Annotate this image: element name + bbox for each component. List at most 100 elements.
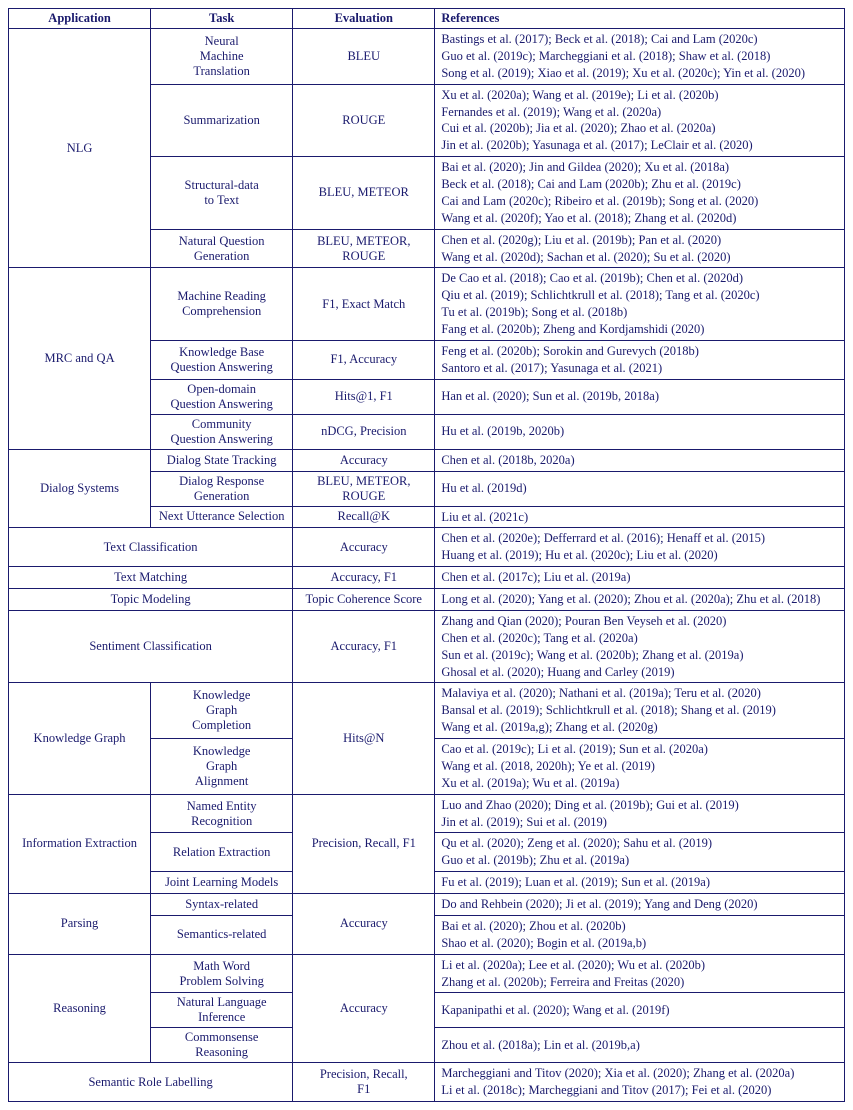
table-header-row: Application Task Evaluation References [9,9,845,29]
table-row: Semantic Role LabellingPrecision, Recall… [9,1063,845,1102]
reference-line: Guo et al. (2019b); Zhu et al. (2019a) [441,852,838,869]
references-cell: Bai et al. (2020); Jin and Gildea (2020)… [435,157,845,230]
task-cell: CommunityQuestion Answering [151,414,293,449]
col-task: Task [151,9,293,29]
evaluation-cell: Accuracy [293,449,435,471]
reference-line: Huang et al. (2019); Hu et al. (2020c); … [441,547,838,564]
table-row: Information ExtractionNamed EntityRecogn… [9,794,845,833]
reference-line: Zhou et al. (2018a); Lin et al. (2019b,a… [441,1037,838,1054]
application-cell: Text Matching [9,567,293,589]
references-cell: Qu et al. (2020); Zeng et al. (2020); Sa… [435,833,845,872]
reference-line: Fang et al. (2020b); Zheng and Kordjamsh… [441,321,838,338]
reference-line: Beck et al. (2018); Cai and Lam (2020b);… [441,176,838,193]
task-cell: Structural-datato Text [151,157,293,230]
evaluation-cell: Accuracy [293,954,435,1063]
reference-line: Jin et al. (2019); Sui et al. (2019) [441,814,838,831]
reference-line: Jin et al. (2020b); Yasunaga et al. (201… [441,137,838,154]
references-cell: Hu et al. (2019b, 2020b) [435,414,845,449]
references-cell: Chen et al. (2018b, 2020a) [435,449,845,471]
reference-line: Ghosal et al. (2020); Huang and Carley (… [441,664,838,681]
references-cell: Hu et al. (2019d) [435,471,845,506]
reference-line: Marcheggiani and Titov (2020); Xia et al… [441,1065,838,1082]
task-cell: KnowledgeGraphAlignment [151,739,293,795]
task-cell: Joint Learning Models [151,872,293,894]
reference-line: Hu et al. (2019b, 2020b) [441,423,838,440]
application-cell: MRC and QA [9,268,151,449]
col-application: Application [9,9,151,29]
references-cell: Bastings et al. (2017); Beck et al. (201… [435,29,845,85]
reference-line: Zhang and Qian (2020); Pouran Ben Veyseh… [441,613,838,630]
references-cell: Chen et al. (2020g); Liu et al. (2019b);… [435,229,845,268]
task-cell: Summarization [151,84,293,157]
reference-line: Chen et al. (2020c); Tang et al. (2020a) [441,630,838,647]
reference-line: Song et al. (2019); Xiao et al. (2019); … [441,65,838,82]
reference-line: Bai et al. (2020); Jin and Gildea (2020)… [441,159,838,176]
evaluation-cell: nDCG, Precision [293,414,435,449]
reference-line: Zhang et al. (2020b); Ferreira and Freit… [441,974,838,991]
task-cell: Natural QuestionGeneration [151,229,293,268]
evaluation-cell: F1, Exact Match [293,268,435,341]
application-cell: Information Extraction [9,794,151,893]
evaluation-cell: Precision, Recall, F1 [293,794,435,893]
reference-line: Long et al. (2020); Yang et al. (2020); … [441,591,838,608]
references-cell: Feng et al. (2020b); Sorokin and Gurevyc… [435,340,845,379]
references-cell: Do and Rehbein (2020); Ji et al. (2019);… [435,894,845,916]
reference-line: Chen et al. (2020e); Defferrard et al. (… [441,530,838,547]
evaluation-cell: Recall@K [293,506,435,528]
evaluation-cell: Accuracy [293,528,435,567]
task-cell: Next Utterance Selection [151,506,293,528]
reference-line: Chen et al. (2017c); Liu et al. (2019a) [441,569,838,586]
evaluation-cell: BLEU, METEOR [293,157,435,230]
references-cell: Chen et al. (2017c); Liu et al. (2019a) [435,567,845,589]
reference-line: Cao et al. (2019c); Li et al. (2019); Su… [441,741,838,758]
reference-line: Wang et al. (2020f); Yao et al. (2018); … [441,210,838,227]
task-cell: Math WordProblem Solving [151,954,293,993]
application-cell: Sentiment Classification [9,610,293,683]
references-cell: Zhang and Qian (2020); Pouran Ben Veyseh… [435,610,845,683]
task-cell: CommonsenseReasoning [151,1028,293,1063]
application-cell: NLG [9,29,151,268]
table-row: Text MatchingAccuracy, F1Chen et al. (20… [9,567,845,589]
task-cell: Relation Extraction [151,833,293,872]
reference-line: Qiu et al. (2019); Schlichtkrull et al. … [441,287,838,304]
table-row: ParsingSyntax-relatedAccuracyDo and Rehb… [9,894,845,916]
application-cell: Dialog Systems [9,449,151,528]
reference-line: Malaviya et al. (2020); Nathani et al. (… [441,685,838,702]
evaluation-cell: Accuracy [293,894,435,955]
reference-line: Bansal et al. (2019); Schlichtkrull et a… [441,702,838,719]
reference-line: De Cao et al. (2018); Cao et al. (2019b)… [441,270,838,287]
table-row: NLGNeuralMachineTranslationBLEUBastings … [9,29,845,85]
col-evaluation: Evaluation [293,9,435,29]
reference-line: Chen et al. (2018b, 2020a) [441,452,838,469]
evaluation-cell: Topic Coherence Score [293,589,435,611]
evaluation-cell: Hits@N [293,683,435,794]
reference-line: Shao et al. (2020); Bogin et al. (2019a,… [441,935,838,952]
references-cell: Liu et al. (2021c) [435,506,845,528]
application-cell: Knowledge Graph [9,683,151,794]
reference-line: Bastings et al. (2017); Beck et al. (201… [441,31,838,48]
task-cell: Open-domainQuestion Answering [151,379,293,414]
references-cell: Fu et al. (2019); Luan et al. (2019); Su… [435,872,845,894]
evaluation-cell: BLEU, METEOR,ROUGE [293,229,435,268]
reference-line: Hu et al. (2019d) [441,480,838,497]
evaluation-cell: F1, Accuracy [293,340,435,379]
table-row: Topic ModelingTopic Coherence Score Long … [9,589,845,611]
reference-line: Kapanipathi et al. (2020); Wang et al. (… [441,1002,838,1019]
reference-line: Wang et al. (2018, 2020h); Ye et al. (20… [441,758,838,775]
reference-line: Xu et al. (2019a); Wu et al. (2019a) [441,775,838,792]
application-cell: Reasoning [9,954,151,1063]
reference-line: Sun et al. (2019c); Wang et al. (2020b);… [441,647,838,664]
task-cell: NeuralMachineTranslation [151,29,293,85]
references-cell: Kapanipathi et al. (2020); Wang et al. (… [435,993,845,1028]
references-cell: Bai et al. (2020); Zhou et al. (2020b)Sh… [435,915,845,954]
reference-line: Fernandes et al. (2019); Wang et al. (20… [441,104,838,121]
applications-table: Application Task Evaluation References N… [8,8,845,1102]
reference-line: Do and Rehbein (2020); Ji et al. (2019);… [441,896,838,913]
reference-line: Li et al. (2018c); Marcheggiani and Tito… [441,1082,838,1099]
evaluation-cell: Precision, Recall,F1 [293,1063,435,1102]
reference-line: Bai et al. (2020); Zhou et al. (2020b) [441,918,838,935]
reference-line: Qu et al. (2020); Zeng et al. (2020); Sa… [441,835,838,852]
task-cell: Dialog ResponseGeneration [151,471,293,506]
references-cell: Luo and Zhao (2020); Ding et al. (2019b)… [435,794,845,833]
application-cell: Topic Modeling [9,589,293,611]
